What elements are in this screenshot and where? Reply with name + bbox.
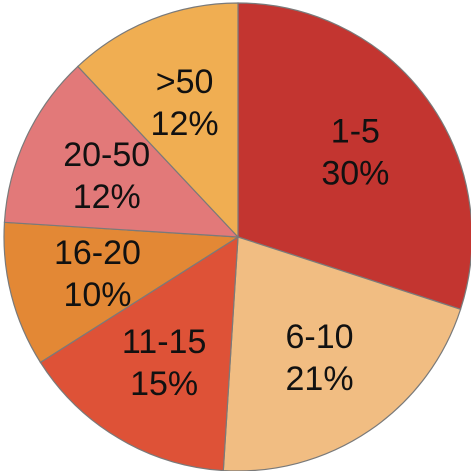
pie-label-category-11-15: 11-15: [122, 323, 206, 361]
pie-label-category-20-50: 20-50: [63, 136, 150, 174]
pie-label-category-16-20: 16-20: [54, 234, 141, 272]
pie-label-category-6-10: 6-10: [286, 318, 354, 356]
pie-slice-1-5: [237, 2, 471, 311]
pie-label-percent-20-50: 12%: [73, 178, 141, 216]
pie-slice-11-15: [39, 235, 239, 471]
pie-slices: [3, 2, 471, 471]
pie-label-category-1-5: 1-5: [331, 113, 380, 151]
pie-slice-gt50: [76, 2, 239, 239]
pie-label-percent-gt50: 12%: [151, 105, 219, 143]
pie-label-percent-6-10: 21%: [286, 360, 354, 398]
pie-label-percent-11-15: 15%: [130, 365, 198, 403]
pie-label-percent-16-20: 10%: [63, 276, 131, 314]
pie-slice-6-10: [222, 236, 462, 471]
pie-label-category-gt50: >50: [156, 63, 214, 101]
pie-slice-16-20: [3, 221, 240, 364]
pie-label-percent-1-5: 30%: [321, 155, 389, 193]
pie-labels: 1-530%6-1021%11-1515%16-2010%20-5012%>50…: [54, 63, 389, 403]
pie-slice-20-50: [3, 65, 240, 238]
